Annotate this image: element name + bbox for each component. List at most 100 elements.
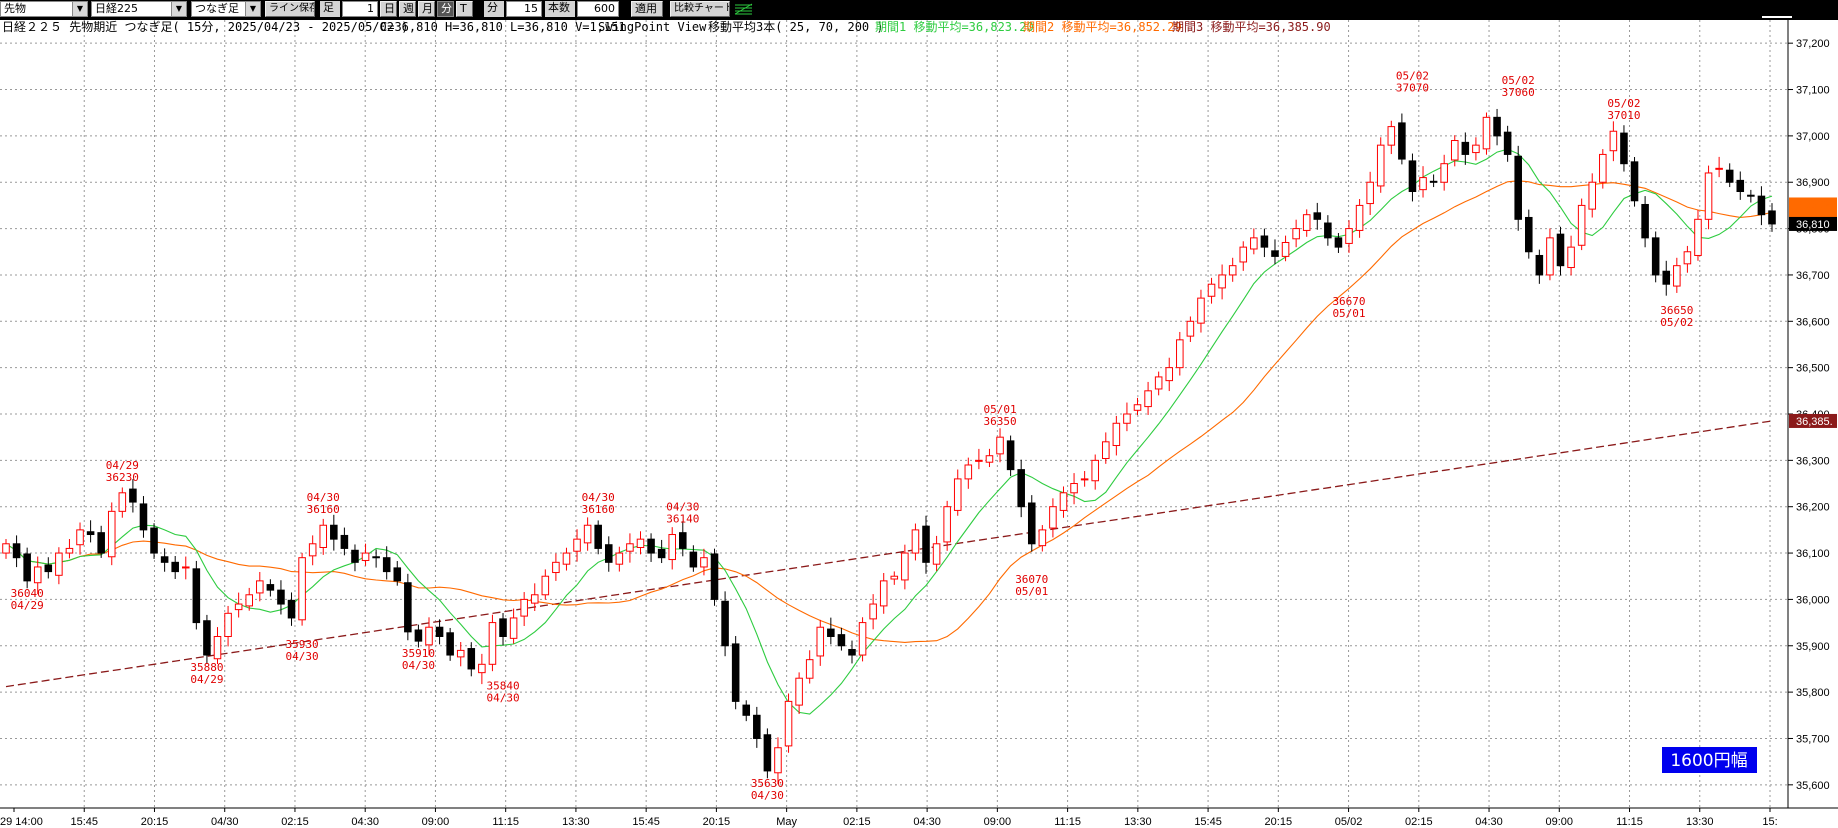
candle-body: [1049, 506, 1057, 529]
candle: [1546, 228, 1554, 281]
candle: [1176, 331, 1184, 376]
candle: [530, 583, 539, 611]
chevron-down-icon: ▼: [171, 2, 186, 16]
candle-body: [382, 557, 391, 573]
candle-body: [245, 594, 253, 607]
x-tick-label: 02:15: [1405, 816, 1433, 828]
candle-body: [626, 543, 634, 552]
candle: [76, 522, 84, 555]
apply-button[interactable]: 適用: [631, 1, 663, 17]
candle: [150, 523, 158, 559]
candle: [1006, 435, 1015, 476]
candle: [414, 624, 423, 648]
candle-body: [12, 543, 21, 559]
candle: [1059, 486, 1068, 518]
candle: [1556, 226, 1565, 276]
candle-body: [467, 648, 476, 670]
candle: [287, 592, 296, 626]
index-select[interactable]: 日経225 ▼: [91, 1, 187, 17]
month-button[interactable]: 月: [418, 1, 435, 17]
swing-point-date: 04/30: [286, 650, 319, 663]
minimize-icon[interactable]: [1758, 0, 1838, 20]
swing-point-price: 36160: [307, 503, 340, 516]
swing-point-date: 04/30: [751, 789, 784, 802]
grid: [0, 20, 1788, 808]
candle: [1250, 228, 1258, 255]
candle: [1419, 166, 1427, 198]
week-button[interactable]: 週: [399, 1, 416, 17]
candle-body: [76, 529, 84, 546]
candle-body: [1112, 422, 1121, 447]
candle: [1207, 277, 1216, 304]
candle-body: [446, 632, 454, 656]
candle-body: [848, 648, 856, 656]
candle: [1577, 198, 1586, 251]
swing-point-date: 05/02: [1660, 316, 1693, 329]
candle: [911, 523, 920, 561]
candle-body: [1493, 116, 1501, 137]
candle-body: [1704, 172, 1713, 220]
candle: [1398, 113, 1406, 165]
interval-input[interactable]: 15: [506, 1, 542, 17]
ma3-marker-box: [1789, 413, 1837, 428]
candle-body: [160, 556, 169, 563]
save-line-button[interactable]: ライン保存: [265, 1, 315, 17]
foot-input[interactable]: 1: [342, 1, 378, 17]
candle-body: [1482, 116, 1491, 150]
candle-body: [319, 524, 328, 548]
candle-body: [604, 544, 613, 563]
candle: [1725, 163, 1734, 188]
y-tick-label: 36,700: [1796, 270, 1830, 282]
candle: [467, 642, 476, 677]
candle-body: [266, 584, 275, 591]
candle-body: [1207, 283, 1216, 297]
y-tick-label: 36,600: [1796, 316, 1830, 328]
x-tick-label: 04:30: [913, 816, 941, 828]
market-select[interactable]: 先物 ▼: [0, 1, 88, 17]
index-select-value: 日経225: [95, 2, 138, 15]
candle: [213, 627, 222, 665]
candle: [1715, 156, 1723, 178]
candle: [1313, 202, 1322, 230]
candle-body: [55, 552, 63, 576]
candle-body: [552, 561, 560, 574]
chart-lines-icon[interactable]: [734, 2, 754, 16]
count-input[interactable]: 600: [577, 1, 619, 17]
candle: [1472, 137, 1480, 161]
y-tick-label: 36,900: [1796, 177, 1830, 189]
candle-body: [964, 464, 973, 480]
minute-button[interactable]: 分: [437, 1, 454, 17]
candle: [795, 672, 803, 714]
candle: [181, 556, 190, 580]
candle-body: [1006, 440, 1015, 471]
x-tick-label: 05/02: [1335, 816, 1363, 828]
x-tick-label: 09:00: [984, 816, 1012, 828]
candle-body: [1038, 529, 1047, 547]
candle-body: [150, 527, 158, 554]
candle: [160, 548, 169, 572]
candle-body: [1302, 214, 1311, 231]
candle-body: [287, 599, 296, 619]
candle: [1630, 157, 1639, 207]
candle: [234, 592, 243, 618]
candle-body: [1725, 169, 1734, 183]
tick-button[interactable]: T: [456, 1, 473, 17]
candle: [446, 627, 454, 661]
chart-type-select[interactable]: つなぎ足 ▼: [191, 1, 261, 17]
day-button[interactable]: 日: [380, 1, 397, 17]
swing-point-price: 36650: [1660, 304, 1693, 317]
candle-body: [742, 704, 751, 716]
candle: [985, 448, 994, 468]
candle: [1324, 215, 1332, 246]
toolbar: 先物 ▼ 日経225 ▼ つなぎ足 ▼ ライン保存 足 1 日 週 月 分 T 分 1…: [0, 0, 1838, 20]
candle: [1239, 241, 1248, 271]
candle-body: [1334, 237, 1343, 248]
candle-body: [139, 503, 148, 531]
compare-chart-button[interactable]: 比較チャート: [670, 1, 730, 17]
candle-body: [1133, 404, 1142, 411]
candle: [869, 594, 877, 630]
candle-body: [1197, 297, 1205, 324]
candle-body: [573, 538, 581, 552]
